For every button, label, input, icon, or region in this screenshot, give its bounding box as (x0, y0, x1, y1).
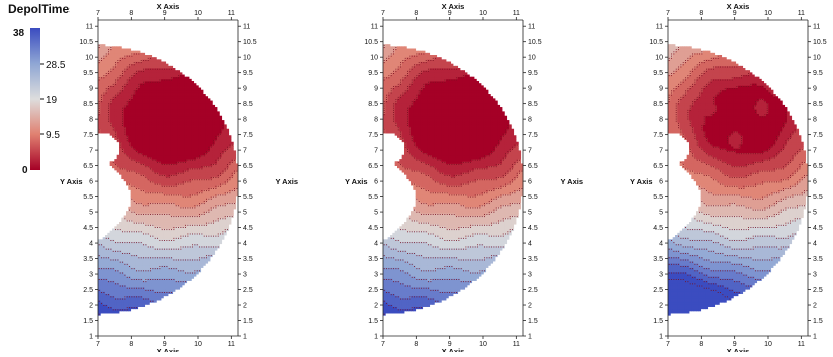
colorbar-tick-max: 38 (13, 28, 25, 39)
contour-cell (203, 94, 206, 97)
contour-cell (128, 49, 131, 52)
colorbar-gradient (30, 28, 40, 170)
contour-cell (142, 53, 145, 56)
contour-cell (166, 64, 169, 67)
contour-cell (119, 222, 122, 225)
colorbar-tick-min: 0 (22, 165, 28, 176)
contour-cell (161, 62, 164, 65)
contour-cell (107, 46, 110, 49)
contour-cell (194, 83, 197, 86)
contour-cell (114, 159, 117, 162)
contour-cell (177, 70, 180, 73)
contour-cell (191, 81, 194, 84)
contour-cell (215, 107, 218, 110)
contour-cell (131, 51, 134, 54)
contour-cell (210, 101, 213, 104)
contour-cell (147, 55, 150, 58)
contour-cell (149, 55, 152, 58)
contour-cell (159, 59, 162, 62)
contour-cell (138, 51, 141, 54)
contour-cell (156, 59, 159, 62)
contour-cell (212, 105, 215, 108)
contour-cell (124, 215, 127, 218)
contour-cell (135, 51, 138, 54)
contour-cell (103, 237, 106, 240)
contour-cell (189, 79, 192, 82)
contour-cell (117, 46, 120, 49)
contour-cell (163, 62, 166, 65)
contour-cell (117, 224, 120, 227)
contour-cell (110, 161, 113, 164)
contour-cell (105, 46, 108, 49)
contour-cell (105, 235, 108, 238)
contour-cell (121, 49, 124, 52)
contour-cell (187, 77, 190, 80)
contour-cell (114, 226, 117, 229)
contour-cell (114, 46, 117, 49)
contour-cell (124, 49, 127, 52)
contour-cell (126, 211, 129, 214)
contour-cell (175, 70, 178, 73)
contour-cell (133, 51, 136, 54)
contour-cell (98, 239, 101, 242)
contour-cell (110, 231, 113, 234)
contour-cell (100, 239, 103, 242)
contour-cell (126, 49, 129, 52)
contour-cell (173, 68, 176, 71)
colorbar-tick: 19 (46, 95, 58, 106)
contour-cell (100, 44, 103, 47)
colorbar-tick: 9.5 (46, 130, 60, 141)
contour-cell (112, 46, 115, 49)
contour-cell (198, 88, 201, 91)
contour-cell (154, 57, 157, 60)
contour-cell (152, 57, 155, 60)
contour-cell (170, 66, 173, 69)
contour-cell (196, 85, 199, 88)
contour-cell (145, 55, 148, 58)
contour-cell (119, 46, 122, 49)
contour-cell (121, 218, 124, 221)
contour-field (98, 44, 238, 315)
contour-cell (205, 96, 208, 99)
contour-cell (107, 233, 110, 236)
contour-cell (182, 75, 185, 78)
contour-cell (128, 207, 131, 210)
contour-cell (201, 90, 204, 93)
contour-cell (168, 66, 171, 69)
contour-cell (117, 155, 120, 158)
contour-cell (103, 44, 106, 47)
contour-cell (112, 229, 115, 232)
contour-cell (184, 77, 187, 80)
contour-cell (140, 53, 143, 56)
contour-cell (208, 98, 211, 101)
contour-cell (180, 72, 183, 75)
